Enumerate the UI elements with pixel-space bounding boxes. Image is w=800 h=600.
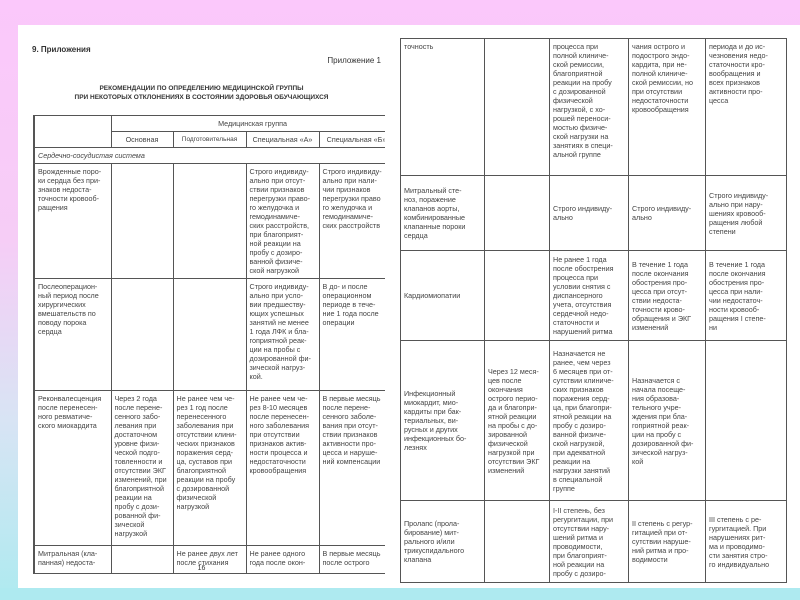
table-cell: Строго индивиду- ально при отсут- ствии … (245, 163, 320, 279)
table-cell: Через 2 года после перене- сенного забо-… (110, 390, 174, 546)
section-heading: 9. Приложения (32, 45, 91, 54)
table-header-row: Медицинская группа (33, 115, 395, 148)
table-cell: Не ранее 1 года после обострения процесс… (549, 250, 629, 341)
column-header: Специальная «А» (245, 131, 320, 148)
table-cell: периода и до ис- чезновения недо- статоч… (705, 38, 787, 176)
table-cell (172, 163, 247, 279)
condition-cell: Кардиомиопатии (400, 250, 485, 341)
column-header: Подготовительная (172, 131, 247, 148)
table-row: Послеоперацион- ный период после хирурги… (33, 278, 395, 391)
table-cell: Строго индивиду- ально при усло- вии пре… (245, 278, 320, 391)
page-number: 16 (197, 565, 206, 572)
table-cell: Строго индивиду- ально (628, 175, 706, 251)
condition-cell: Врожденные поро- ки сердца без при- знак… (33, 163, 112, 279)
table-cell: процесса при полной клиниче- ской ремисс… (549, 38, 629, 176)
table-cell: чания острого и подострого эндо- кардита… (628, 38, 706, 176)
group-header: Медицинская группа (110, 115, 395, 132)
table-cell (484, 175, 550, 251)
table-cell (484, 500, 550, 583)
table-cell: В до- и после операционном периоде в теч… (318, 278, 395, 391)
section-label: Сердечно-сосудистая система (33, 147, 395, 164)
doc-title-line2: ПРИ НЕКОТОРЫХ ОТКЛОНЕНИЯХ В СОСТОЯНИИ ЗД… (74, 94, 329, 101)
table-cell: Через 12 меся- цев после окончания остро… (484, 340, 550, 501)
condition-cell: Реконвалесценция после перенесен- ного р… (33, 390, 112, 546)
condition-cell: точность (400, 38, 485, 176)
table-row: Митральная (кла- панная) недоста- Не ране… (33, 545, 395, 574)
table-cell: В первые месяць после острого (318, 545, 395, 574)
page-17: точность процесса при полной клиниче- ско… (385, 25, 800, 595)
table-cell (110, 278, 174, 391)
condition-cell: Митральный сте- ноз, поражение клапанов … (400, 175, 485, 251)
table-cell (110, 163, 174, 279)
bottom-band (0, 588, 800, 600)
table-row: Митральный сте- ноз, поражение клапанов … (400, 175, 787, 251)
condition-cell: Пролапс (прола- бирование) мит- рального… (400, 500, 485, 583)
table-row: Пролапс (прола- бирование) мит- рального… (400, 500, 787, 583)
table-cell: Назначается с начала посеще- ния образов… (628, 340, 706, 501)
condition-cell: Послеоперацион- ный период после хирурги… (33, 278, 112, 391)
column-header: Основная (110, 131, 174, 148)
condition-cell: Инфекционный миокардит, мио- кардиты при… (400, 340, 485, 501)
table-cell: I-II степень, без регургитации, при отсу… (549, 500, 629, 583)
table-cell (484, 38, 550, 176)
table-cell: III степень с ре- гургитацией. При наруш… (705, 500, 787, 583)
appendix-label: Приложение 1 (327, 56, 381, 65)
table-cell: Не ранее чем че- рез 8-10 месяцев после … (245, 390, 320, 546)
column-header: Специальная «Б» (318, 131, 395, 148)
section-row: Сердечно-сосудистая система (33, 147, 395, 164)
table-cell: Назначается не ранее, чем через 6 месяце… (549, 340, 629, 501)
table-cell: Строго индивиду- ально при нали- чии при… (318, 163, 395, 279)
table-cell: В первые месяць после перене- сенного за… (318, 390, 395, 546)
recommendations-table-p17: точность процесса при полной клиниче- ско… (400, 38, 787, 583)
table-cell (484, 250, 550, 341)
table-row: Инфекционный миокардит, мио- кардиты при… (400, 340, 787, 501)
table-row: точность процесса при полной клиниче- ско… (400, 38, 787, 176)
table-cell (172, 278, 247, 391)
doc-title-line1: РЕКОМЕНДАЦИИ ПО ОПРЕДЕЛЕНИЮ МЕДИЦИНСКОЙ … (99, 85, 304, 92)
table-cell: Не ранее одного года после окон- (245, 545, 320, 574)
table-cell: Строго индивиду- ально при нару- шениях … (705, 175, 787, 251)
table-cell: Не ранее чем че- рез 1 год после перенес… (172, 390, 247, 546)
table-row: Реконвалесценция после перенесен- ного р… (33, 390, 395, 546)
page-16: 9. Приложения Приложение 1 РЕКОМЕНДАЦИИ … (18, 25, 395, 588)
table-cell (705, 340, 787, 501)
table-cell: Строго индивиду- ально (549, 175, 629, 251)
recommendations-table-p16: Медицинская группа Основная Подготовител… (33, 115, 395, 574)
condition-cell: Митральная (кла- панная) недоста- (33, 545, 112, 574)
table-cell: В течение 1 года после окончания обостре… (628, 250, 706, 341)
table-cell: В течение 1 года после окончания обостре… (705, 250, 787, 341)
table-row: Кардиомиопатии Не ранее 1 года после обос… (400, 250, 787, 341)
table-cell: II степень с регур- гитацией при от- сут… (628, 500, 706, 583)
table-row: Врожденные поро- ки сердца без при- знак… (33, 163, 395, 279)
